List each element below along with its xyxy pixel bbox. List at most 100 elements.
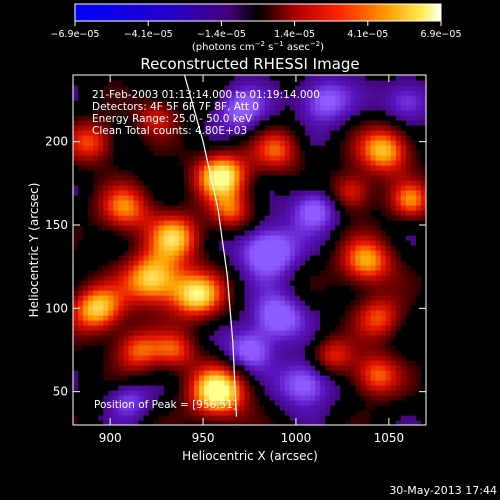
heatmap-cell bbox=[330, 95, 336, 101]
heatmap-cell bbox=[294, 385, 301, 391]
heatmap-cell bbox=[360, 160, 367, 166]
heatmap-cell bbox=[345, 315, 351, 321]
heatmap-cell bbox=[350, 395, 356, 401]
heatmap-cell bbox=[264, 175, 271, 181]
heatmap-cell bbox=[93, 245, 99, 251]
heatmap-cell bbox=[234, 130, 241, 136]
heatmap-cell bbox=[229, 255, 235, 261]
heatmap-cell bbox=[355, 280, 362, 286]
heatmap-cell bbox=[279, 125, 286, 131]
heatmap-cell bbox=[83, 365, 89, 371]
heatmap-cell bbox=[294, 170, 301, 176]
heatmap-cell bbox=[254, 340, 261, 346]
heatmap-cell bbox=[244, 390, 251, 396]
heatmap-cell bbox=[148, 145, 155, 151]
heatmap-cell bbox=[365, 400, 372, 406]
heatmap-cell bbox=[254, 185, 261, 191]
heatmap-cell bbox=[410, 330, 417, 336]
heatmap-cell bbox=[244, 300, 251, 306]
heatmap-cell bbox=[209, 260, 215, 266]
heatmap-cell bbox=[123, 295, 130, 301]
heatmap-cell bbox=[229, 360, 235, 366]
heatmap-cell bbox=[158, 115, 165, 121]
heatmap-cell bbox=[360, 410, 367, 416]
heatmap-cell bbox=[93, 240, 99, 246]
heatmap-cell bbox=[123, 175, 130, 181]
heatmap-cell bbox=[73, 405, 79, 411]
heatmap-cell bbox=[153, 350, 160, 356]
heatmap-cell bbox=[199, 220, 205, 226]
heatmap-cell bbox=[93, 100, 99, 106]
heatmap-cell bbox=[239, 325, 246, 331]
heatmap-cell bbox=[148, 75, 155, 81]
heatmap-cell bbox=[340, 160, 346, 166]
heatmap-cell bbox=[93, 360, 99, 366]
heatmap-cell bbox=[320, 330, 326, 336]
heatmap-cell bbox=[188, 145, 195, 151]
heatmap-cell bbox=[83, 325, 89, 331]
heatmap-cell bbox=[390, 150, 397, 156]
heatmap-cell bbox=[199, 295, 205, 301]
heatmap-cell bbox=[335, 245, 341, 251]
heatmap-cell bbox=[148, 90, 155, 96]
heatmap-cell bbox=[148, 110, 155, 116]
heatmap-cell bbox=[330, 150, 336, 156]
heatmap-cell bbox=[345, 370, 351, 376]
heatmap-cell bbox=[173, 245, 180, 251]
heatmap-cell bbox=[395, 380, 402, 386]
heatmap-cell bbox=[143, 180, 150, 186]
heatmap-cell bbox=[400, 110, 407, 116]
heatmap-cell bbox=[254, 260, 261, 266]
heatmap-cell bbox=[133, 80, 140, 86]
heatmap-cell bbox=[375, 355, 382, 361]
heatmap-cell bbox=[83, 300, 89, 306]
heatmap-cell bbox=[420, 265, 426, 271]
heatmap-cell bbox=[335, 225, 341, 231]
heatmap-cell bbox=[158, 95, 165, 101]
heatmap-cell bbox=[224, 220, 230, 226]
heatmap-cell bbox=[284, 400, 291, 406]
heatmap-cell bbox=[410, 325, 417, 331]
heatmap-cell bbox=[345, 260, 351, 266]
heatmap-cell bbox=[244, 260, 251, 266]
heatmap-cell bbox=[108, 230, 114, 236]
heatmap-cell bbox=[239, 355, 246, 361]
heatmap-cell bbox=[350, 155, 356, 161]
heatmap-cell bbox=[158, 265, 165, 271]
heatmap-cell bbox=[279, 195, 286, 201]
heatmap-cell bbox=[194, 225, 200, 231]
heatmap-cell bbox=[340, 110, 346, 116]
heatmap-cell bbox=[375, 295, 382, 301]
heatmap-cell bbox=[310, 150, 316, 156]
heatmap-cell bbox=[325, 325, 331, 331]
heatmap-cell bbox=[400, 180, 407, 186]
heatmap-cell bbox=[103, 400, 109, 406]
heatmap-cell bbox=[229, 265, 235, 271]
heatmap-cell bbox=[320, 315, 326, 321]
heatmap-cell bbox=[148, 215, 155, 221]
heatmap-cell bbox=[103, 335, 109, 341]
heatmap-cell bbox=[415, 120, 422, 126]
heatmap-cell bbox=[340, 215, 346, 221]
heatmap-cell bbox=[229, 280, 235, 286]
heatmap-cell bbox=[194, 385, 200, 391]
heatmap-cell bbox=[163, 120, 170, 126]
heatmap-cell bbox=[194, 235, 200, 241]
y-tick-label: 200 bbox=[45, 135, 68, 149]
heatmap-cell bbox=[239, 410, 246, 416]
heatmap-cell bbox=[98, 250, 104, 256]
heatmap-cell bbox=[415, 415, 422, 421]
heatmap-cell bbox=[173, 115, 180, 121]
heatmap-cell bbox=[78, 415, 84, 421]
heatmap-cell bbox=[415, 395, 422, 401]
heatmap-cell bbox=[299, 280, 306, 286]
heatmap-cell bbox=[108, 380, 114, 386]
heatmap-cell bbox=[148, 235, 155, 241]
heatmap-cell bbox=[315, 385, 321, 391]
heatmap-cell bbox=[234, 205, 241, 211]
heatmap-cell bbox=[113, 150, 119, 156]
heatmap-cell bbox=[209, 270, 215, 276]
heatmap-cell bbox=[350, 375, 356, 381]
heatmap-cell bbox=[415, 370, 422, 376]
heatmap-cell bbox=[264, 255, 271, 261]
